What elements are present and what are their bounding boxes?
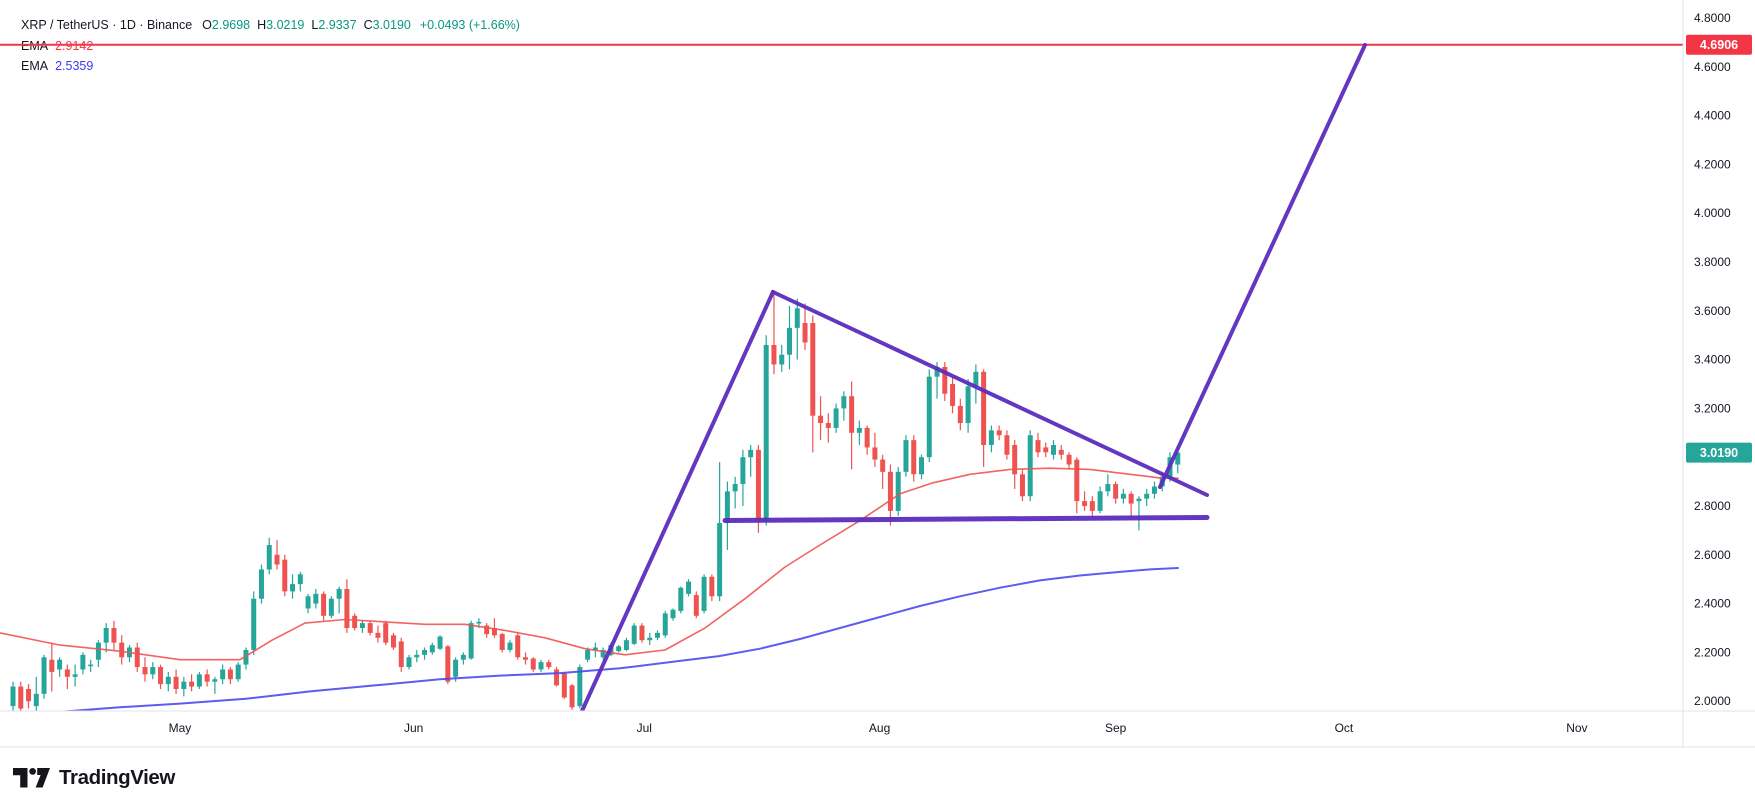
ema-slow-label: EMA	[21, 59, 49, 73]
low-value: 2.9337	[318, 18, 357, 32]
last-price-label: 3.0190	[1686, 442, 1752, 463]
low-label: L	[311, 18, 319, 32]
ema-fast-label: EMA	[21, 39, 49, 53]
trendline-triangle-base[interactable]	[722, 515, 1210, 523]
price-tick-label: 3.6000	[1694, 304, 1731, 318]
tradingview-wordmark: TradingView	[59, 766, 175, 789]
symbol-title[interactable]: XRP / TetherUS · 1D · Binance	[21, 18, 193, 32]
trendline-triangle-top[interactable]	[771, 290, 1209, 497]
symbol-title-row[interactable]: XRP / TetherUS · 1D · Binance O2.9698 H3.0…	[21, 14, 520, 36]
svg-text:3.0190: 3.0190	[1700, 446, 1738, 460]
price-tick-label: 3.4000	[1694, 353, 1731, 367]
month-tick-label: Jun	[404, 721, 423, 735]
tradingview-logo[interactable]: TradingView	[13, 766, 175, 790]
ema-fast-value: 2.9142	[55, 39, 94, 53]
time-scale[interactable]: May Jun Jul Aug Sep Oct Nov	[169, 721, 1588, 735]
price-tick-label: 2.4000	[1694, 597, 1731, 611]
ema-fast-line[interactable]	[0, 467, 1179, 661]
trendline-up-leg[interactable]	[580, 290, 775, 711]
high-label: H	[257, 18, 267, 32]
price-tick-label: 2.2000	[1694, 645, 1731, 659]
close-value: 3.0190	[372, 18, 411, 32]
svg-text:4.6906: 4.6906	[1700, 38, 1738, 52]
price-tick-label: 4.2000	[1694, 157, 1731, 171]
price-tick-label: 3.8000	[1694, 255, 1731, 269]
ema-slow-value: 2.5359	[55, 59, 94, 73]
open-label: O	[202, 18, 212, 32]
candlestick-series[interactable]	[10, 294, 1181, 716]
ema-fast-legend[interactable]: EMA 2.9142	[21, 36, 520, 56]
open-value: 2.9698	[211, 18, 251, 32]
month-tick-label: Aug	[869, 721, 890, 735]
month-tick-label: Sep	[1105, 721, 1127, 735]
price-tick-label: 2.8000	[1694, 499, 1731, 513]
tradingview-logo-icon	[13, 768, 50, 788]
price-tick-label: 4.4000	[1694, 109, 1731, 123]
alert-price-label: 4.6906	[1686, 34, 1752, 55]
ema-slow-legend[interactable]: EMA 2.5359	[21, 56, 520, 76]
price-tick-label: 2.0000	[1694, 694, 1731, 708]
close-label: C	[363, 18, 373, 32]
trendline-breakout-projection[interactable]	[1158, 43, 1367, 489]
month-tick-label: Oct	[1335, 721, 1354, 735]
high-value: 3.0219	[266, 18, 305, 32]
price-tick-label: 4.0000	[1694, 206, 1731, 220]
month-tick-label: May	[169, 721, 192, 735]
price-tick-label: 3.2000	[1694, 401, 1731, 415]
chart-legend: XRP / TetherUS · 1D · Binance O2.9698 H3.0…	[21, 14, 520, 76]
month-tick-label: Nov	[1566, 721, 1587, 735]
month-tick-label: Jul	[637, 721, 652, 735]
price-scale[interactable]: 4.8000 4.6000 4.4000 4.2000 4.0000 3.8000 3.60…	[1694, 11, 1731, 708]
ema-slow-line[interactable]	[55, 567, 1179, 712]
change-value: +0.0493 (+1.66%)	[419, 18, 520, 32]
price-tick-label: 4.6000	[1694, 60, 1731, 74]
price-tick-label: 2.6000	[1694, 548, 1731, 562]
price-tick-label: 4.8000	[1694, 11, 1731, 25]
